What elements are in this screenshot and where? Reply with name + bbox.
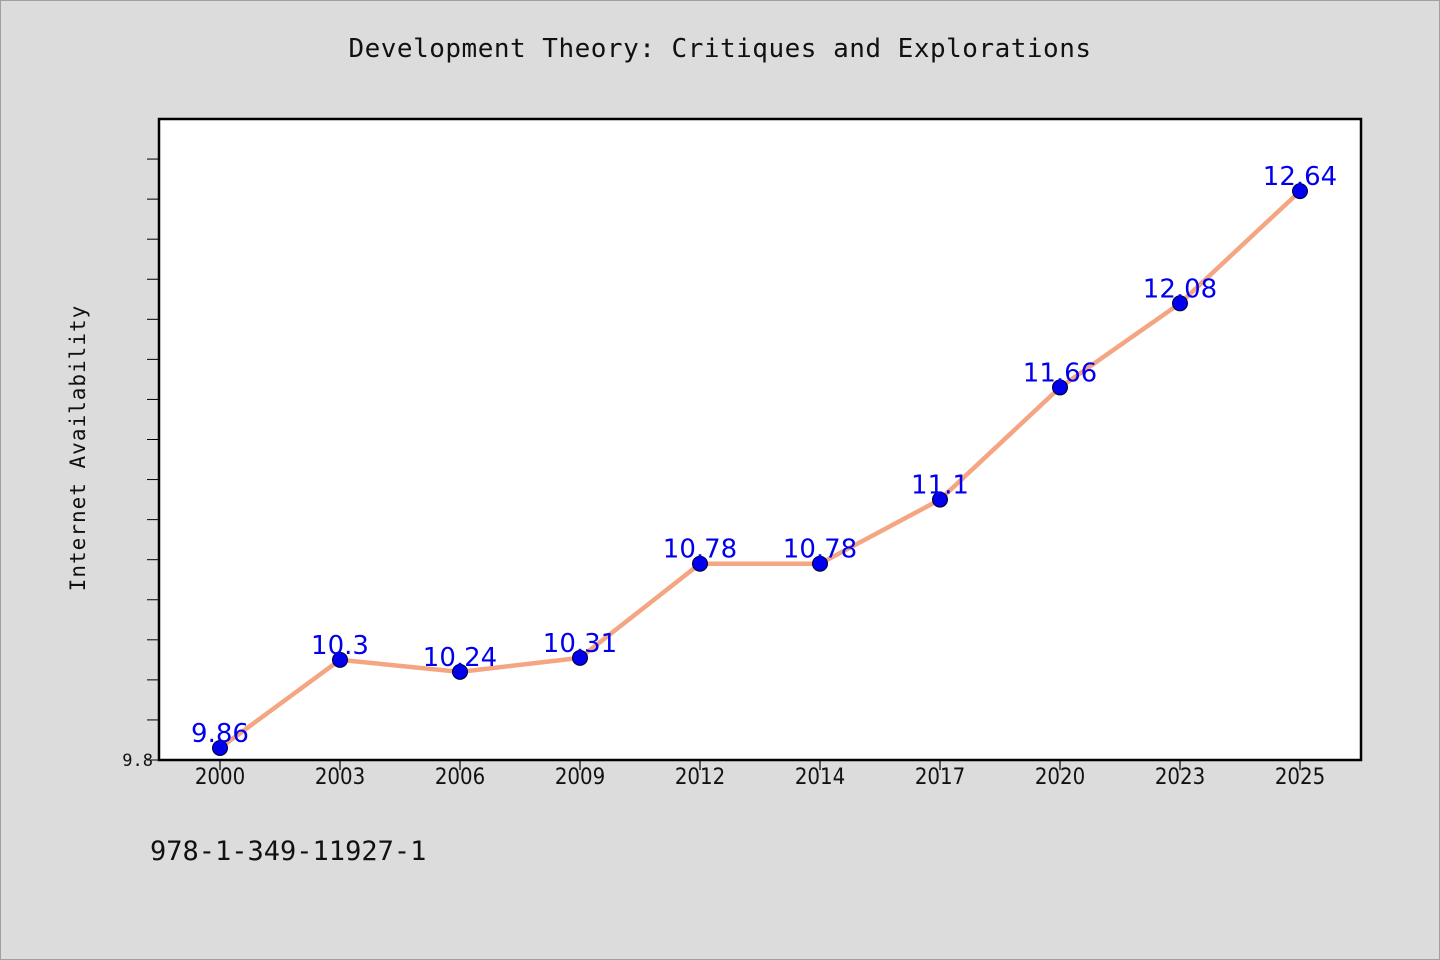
data-label: 10.31	[543, 629, 617, 659]
x-tick-label: 2020	[1035, 765, 1085, 790]
data-point	[1292, 183, 1308, 200]
x-tick-label: 2009	[555, 765, 605, 790]
data-label: 10.78	[663, 535, 737, 565]
plot-area	[157, 117, 1363, 762]
series-group	[217, 188, 1303, 751]
data-point	[212, 739, 228, 756]
x-tick-label: 2012	[675, 765, 725, 790]
data-point	[1172, 295, 1188, 312]
y-axis-ticks	[147, 158, 159, 761]
y-axis-tick-labels: 9.8	[122, 751, 153, 771]
series-line	[217, 188, 1303, 751]
x-tick-label: 2017	[915, 765, 965, 790]
x-tick-label: 2003	[315, 765, 365, 790]
y-tick-label: 9.8	[122, 751, 153, 771]
data-label: 11.1	[911, 471, 969, 501]
x-tick-label: 2023	[1155, 765, 1205, 790]
x-axis-tick-labels: 2000 2003 2006 2009 2012 2014 2017 2020 2023 2025	[195, 765, 1325, 790]
data-labels-group: 9.86 10.3 10.24 10.31 10.78 10.78 11.1 11.66 12.…	[191, 162, 1337, 749]
data-label: 10.24	[423, 643, 497, 673]
data-point	[452, 663, 468, 680]
x-tick-label: 2025	[1275, 765, 1325, 790]
data-label: 9.86	[191, 719, 249, 749]
data-label: 11.66	[1023, 358, 1097, 388]
chart-title: Development Theory: Critiques and Explor…	[348, 34, 1092, 64]
x-tick-label: 2006	[435, 765, 485, 790]
data-label: 10.3	[311, 631, 369, 661]
markers-group	[212, 183, 1308, 756]
data-label: 12.64	[1263, 162, 1337, 192]
x-tick-label: 2014	[795, 765, 845, 790]
footnote-isbn: 978-1-349-11927-1	[150, 836, 427, 867]
data-point	[332, 651, 348, 668]
data-label: 12.08	[1143, 274, 1217, 304]
data-label: 10.78	[783, 535, 857, 565]
data-point	[572, 649, 588, 666]
data-point	[932, 491, 948, 508]
x-axis-ticks	[219, 760, 1301, 770]
x-tick-label: 2000	[195, 765, 245, 790]
data-point	[692, 555, 708, 572]
data-point	[1052, 379, 1068, 396]
data-point	[812, 555, 828, 572]
